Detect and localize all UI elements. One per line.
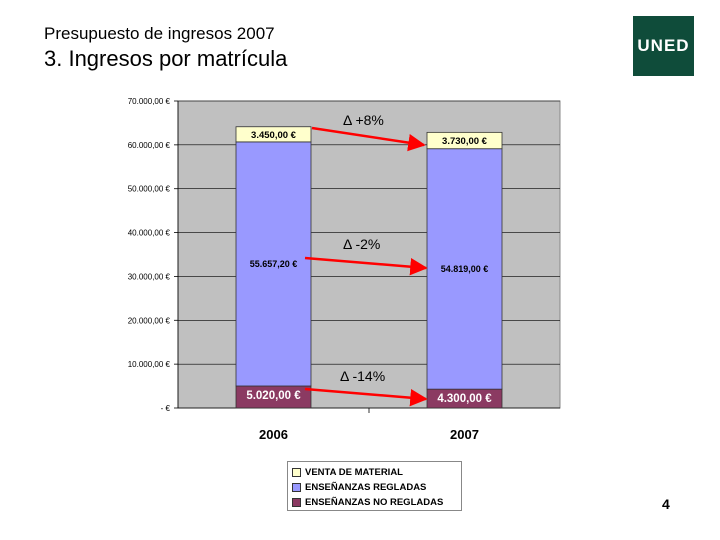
data-label: 3.450,00 €: [251, 130, 297, 141]
data-label: 55.657,20 €: [250, 259, 298, 269]
data-label: 54.819,00 €: [441, 264, 489, 274]
uned-logo: UNED: [633, 16, 694, 76]
plot-background: [177, 100, 561, 409]
change-annotation: Δ -14%: [340, 368, 385, 384]
data-label: 3.730,00 €: [442, 136, 488, 147]
change-arrow: [304, 256, 428, 276]
y-tick-label: 60.000,00 €: [128, 141, 171, 150]
data-label: 5.020,00 €: [246, 390, 301, 402]
bar-segment: [235, 126, 312, 143]
legend-label: VENTA DE MATERIAL: [305, 467, 403, 478]
slide-subtitle: Presupuesto de ingresos 2007: [44, 24, 275, 43]
bar-segment: [426, 131, 503, 150]
y-tick-label: 30.000,00 €: [128, 272, 171, 281]
legend-label: ENSEÑANZAS REGLADAS: [305, 482, 427, 493]
slide-title: 3. Ingresos por matrícula: [44, 46, 288, 71]
legend-swatch: [292, 498, 301, 507]
y-tick-label: - €: [161, 404, 171, 413]
bar-segment: [235, 141, 312, 387]
y-tick-label: 70.000,00 €: [128, 97, 171, 106]
change-annotation: Δ +8%: [343, 112, 384, 128]
x-tick-label: 2006: [259, 427, 288, 442]
legend-item: VENTA DE MATERIAL: [292, 465, 461, 480]
legend-swatch: [292, 483, 301, 492]
y-tick-label: 50.000,00 €: [128, 185, 171, 194]
change-annotation: Δ -2%: [343, 236, 380, 252]
y-tick-label: 20.000,00 €: [128, 316, 171, 325]
bar-segment: [426, 148, 503, 390]
chart-legend: VENTA DE MATERIAL ENSEÑANZAS REGLADAS ENSE…: [287, 461, 462, 511]
change-arrow: [304, 387, 428, 407]
legend-item: ENSEÑANZAS REGLADAS: [292, 480, 461, 495]
y-tick-label: 10.000,00 €: [128, 360, 171, 369]
legend-item: ENSEÑANZAS NO REGLADAS: [292, 495, 461, 510]
legend-label: ENSEÑANZAS NO REGLADAS: [305, 497, 444, 508]
y-tick-label: 40.000,00 €: [128, 229, 171, 238]
legend-swatch: [292, 468, 301, 477]
change-arrow: [311, 126, 426, 152]
data-label: 4.300,00 €: [437, 393, 492, 405]
x-tick-label: 2007: [450, 427, 479, 442]
page-number: 4: [662, 496, 670, 512]
